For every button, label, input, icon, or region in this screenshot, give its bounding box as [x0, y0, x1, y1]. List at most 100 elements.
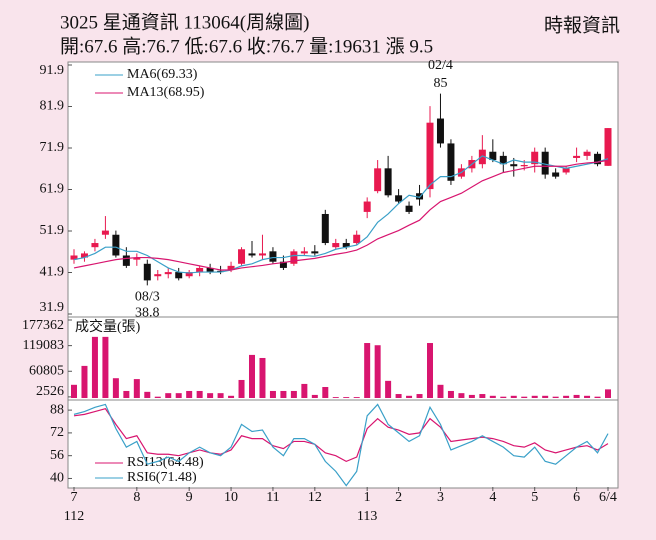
bar — [489, 395, 496, 398]
x-tick-label: 2 — [395, 490, 402, 505]
candle-body — [300, 251, 308, 254]
candle-body — [353, 234, 361, 244]
candle-body — [311, 251, 319, 254]
candle-body — [405, 205, 413, 212]
bar — [301, 383, 308, 398]
bar — [154, 396, 161, 398]
candle-body — [374, 168, 382, 192]
y-tick-label: 72 — [50, 425, 64, 440]
candle-body — [101, 230, 109, 235]
bar — [605, 389, 611, 398]
x-tick-label: 9 — [186, 490, 193, 505]
candle-body — [363, 201, 371, 212]
x-tick-label: 1 — [364, 490, 371, 505]
candle-body — [269, 251, 277, 262]
bar — [81, 365, 88, 398]
bar — [343, 397, 350, 398]
source: 時報資訊 — [544, 14, 620, 36]
y-tick-label: 41.9 — [40, 265, 65, 280]
bar — [542, 395, 549, 398]
candle-body — [594, 153, 602, 165]
x-tick-label: 4 — [489, 490, 496, 505]
bar — [521, 396, 528, 398]
bar — [458, 393, 465, 398]
bar — [385, 380, 392, 398]
bar — [531, 395, 538, 398]
chart-title: 3025 星通資訊 113064(周線圖) — [60, 11, 309, 33]
bar — [584, 395, 591, 398]
candle-body — [541, 151, 549, 175]
bar — [91, 336, 98, 398]
candle-body — [573, 155, 581, 158]
candle-body — [143, 263, 151, 281]
annotation-date: 08/3 — [135, 290, 160, 305]
bar — [573, 394, 580, 398]
bar — [112, 378, 119, 398]
x-year-label: 112 — [64, 509, 84, 524]
candle-body — [133, 257, 141, 260]
x-tick-label: 12 — [308, 490, 322, 505]
candle-body — [531, 151, 539, 165]
candle-body — [290, 251, 298, 264]
annotation-value: 85 — [433, 76, 447, 91]
candle-body — [248, 253, 256, 256]
y-tick-label: 119083 — [23, 338, 64, 353]
line — [73, 408, 609, 463]
candle-body — [321, 213, 329, 244]
candle-body — [416, 193, 424, 200]
candle-body — [196, 267, 204, 273]
x-tick-label: 3 — [437, 490, 444, 505]
bar — [479, 394, 486, 398]
candle-body — [510, 164, 518, 167]
line — [73, 155, 609, 274]
bar — [217, 393, 224, 398]
x-tick-label: 10 — [224, 490, 238, 505]
x-tick-label: 7 — [71, 490, 78, 505]
x-tick-label: 5 — [531, 490, 538, 505]
annotation-value: 38.8 — [135, 306, 160, 321]
y-tick-label: 51.9 — [40, 223, 65, 238]
y-tick-label: 31.9 — [40, 300, 65, 315]
bar — [364, 343, 371, 398]
candle-body — [436, 118, 444, 144]
chart-subtitle: 開:67.6 高:76.7 低:67.6 收:76.7 量:19631 漲 9.… — [60, 35, 433, 57]
candle-body — [91, 243, 99, 248]
candle-body — [552, 172, 560, 177]
y-tick-label: 56 — [50, 448, 64, 463]
bar — [238, 379, 245, 398]
x-tick-label: 11 — [266, 490, 279, 505]
candle-body — [342, 243, 350, 248]
candle-body — [258, 253, 266, 256]
bar — [123, 390, 130, 398]
y-tick-label: 81.9 — [40, 99, 65, 114]
x-tick-label: 8 — [133, 490, 140, 505]
legend-label: RSI6(71.48) — [127, 470, 197, 485]
candle-body — [80, 253, 88, 258]
candle-body — [185, 272, 193, 277]
candle-body — [227, 265, 235, 271]
candle-body — [332, 243, 340, 248]
candle-body — [217, 270, 225, 273]
bar — [196, 390, 203, 398]
x-tick-label: 6/4 — [599, 490, 617, 505]
bar — [102, 336, 109, 398]
bar — [552, 396, 559, 398]
candle-body — [395, 195, 403, 202]
candle-body — [238, 249, 246, 264]
bar — [186, 390, 193, 398]
bar — [500, 396, 507, 398]
candle-body — [154, 274, 162, 277]
bar — [468, 394, 475, 398]
bar — [332, 397, 339, 398]
bar — [311, 394, 318, 398]
y-tick-label: 177362 — [22, 318, 64, 333]
bar — [165, 393, 172, 398]
x-tick-label: 6 — [573, 490, 580, 505]
bar — [563, 395, 570, 398]
bar — [374, 345, 381, 398]
bar — [437, 384, 444, 398]
bar — [259, 357, 266, 398]
y-tick-label: 91.9 — [40, 63, 65, 78]
legend-label: RSI13(64.48) — [127, 455, 204, 470]
line — [73, 159, 609, 271]
